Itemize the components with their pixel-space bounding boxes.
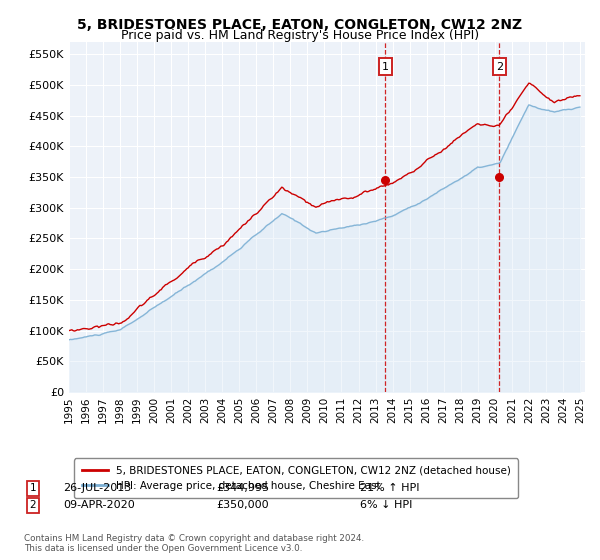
Text: 2: 2	[496, 62, 503, 72]
Text: 1: 1	[382, 62, 389, 72]
Text: 5, BRIDESTONES PLACE, EATON, CONGLETON, CW12 2NZ: 5, BRIDESTONES PLACE, EATON, CONGLETON, …	[77, 18, 523, 32]
Text: 21% ↑ HPI: 21% ↑ HPI	[360, 483, 419, 493]
Text: Price paid vs. HM Land Registry's House Price Index (HPI): Price paid vs. HM Land Registry's House …	[121, 29, 479, 42]
Text: Contains HM Land Registry data © Crown copyright and database right 2024.
This d: Contains HM Land Registry data © Crown c…	[24, 534, 364, 553]
Legend: 5, BRIDESTONES PLACE, EATON, CONGLETON, CW12 2NZ (detached house), HPI: Average : 5, BRIDESTONES PLACE, EATON, CONGLETON, …	[74, 459, 518, 498]
Text: 26-JUL-2013: 26-JUL-2013	[63, 483, 131, 493]
Text: £344,995: £344,995	[216, 483, 269, 493]
Text: 09-APR-2020: 09-APR-2020	[63, 500, 135, 510]
Text: 1: 1	[29, 483, 37, 493]
Text: 6% ↓ HPI: 6% ↓ HPI	[360, 500, 412, 510]
Text: £350,000: £350,000	[216, 500, 269, 510]
Text: 2: 2	[29, 500, 37, 510]
